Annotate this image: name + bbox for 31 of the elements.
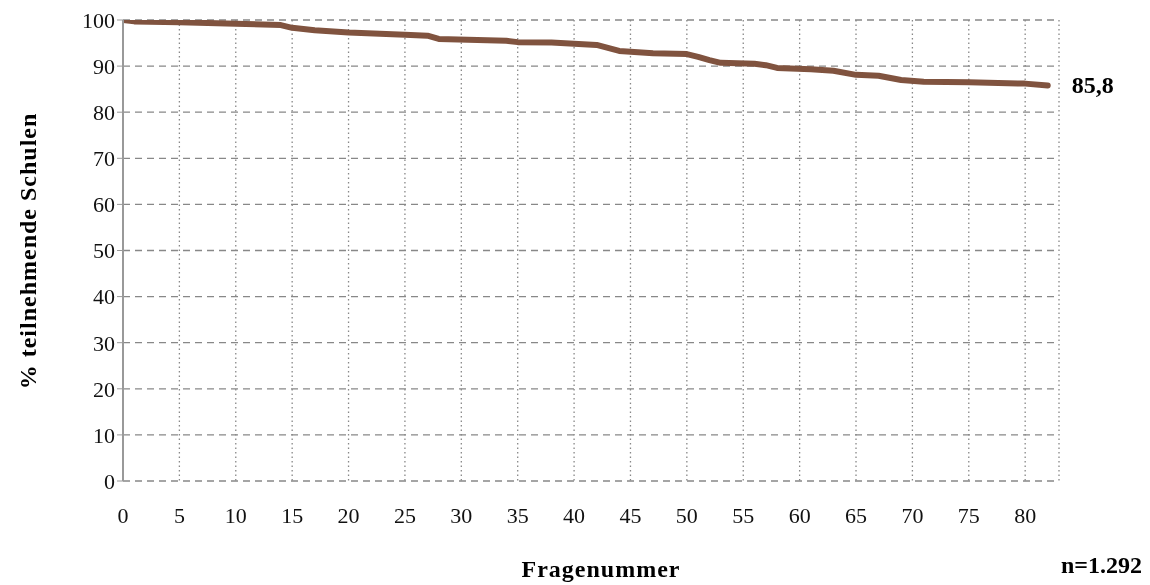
y-tick-label: 30 [93, 330, 115, 356]
y-axis-title: % teilnehmende Schulen [14, 112, 42, 389]
x-tick-label: 50 [675, 502, 698, 528]
y-tick-label: 80 [93, 100, 115, 126]
annotation: 85,8 [1071, 71, 1114, 99]
x-tick-label: 5 [173, 502, 185, 528]
text: n=1.292 [1060, 552, 1142, 579]
x-tick-label: 25 [393, 502, 416, 528]
x-tick-label: 20 [337, 502, 360, 528]
x-tick-label: 55 [732, 502, 755, 528]
x-tick-label: 45 [619, 502, 642, 528]
x-tick-label: 65 [845, 502, 868, 528]
x-tick-label: 70 [901, 502, 924, 528]
x-tick-label: 80 [1014, 502, 1037, 528]
x-tick-label: 75 [957, 502, 980, 528]
y-tick-label: 70 [93, 146, 115, 172]
y-tick-label: 50 [93, 238, 115, 264]
y-tick-label: 90 [93, 53, 115, 79]
y-tick-label: 100 [82, 7, 115, 33]
y-tick-label: 0 [104, 468, 115, 494]
x-tick-label: 60 [788, 502, 811, 528]
x-tick-label: 15 [281, 502, 304, 528]
x-axis-title: Fragenummer [521, 556, 681, 583]
x-tick-label: 40 [563, 502, 586, 528]
y-tick-label: 10 [93, 422, 115, 448]
x-tick-label: 10 [224, 502, 247, 528]
y-tick-label: 40 [93, 284, 115, 310]
x-tick-label: 30 [450, 502, 473, 528]
x-tick-label: 35 [506, 502, 529, 528]
y-tick-label: 20 [93, 376, 115, 402]
y-tick-label: 60 [93, 192, 115, 218]
